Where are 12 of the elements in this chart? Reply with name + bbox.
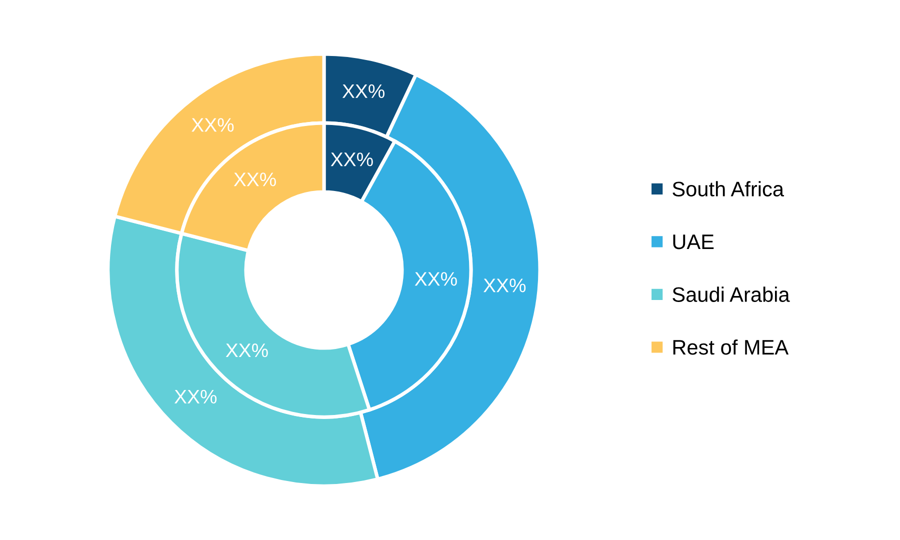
data-label: XX% xyxy=(192,118,234,132)
legend-label: Rest of MEA xyxy=(673,339,789,355)
data-label: XX% xyxy=(226,344,268,358)
data-label: XX% xyxy=(414,272,457,286)
data-label: XX% xyxy=(174,390,217,404)
data-label: XX% xyxy=(234,172,276,186)
data-label: XX% xyxy=(484,278,526,292)
legend-label: Saudi Arabia xyxy=(672,286,790,302)
data-label: XX% xyxy=(342,84,385,98)
legend-label: UAE xyxy=(673,234,714,250)
legend-label: South Africa xyxy=(672,181,784,196)
data-label: XX% xyxy=(330,152,373,166)
